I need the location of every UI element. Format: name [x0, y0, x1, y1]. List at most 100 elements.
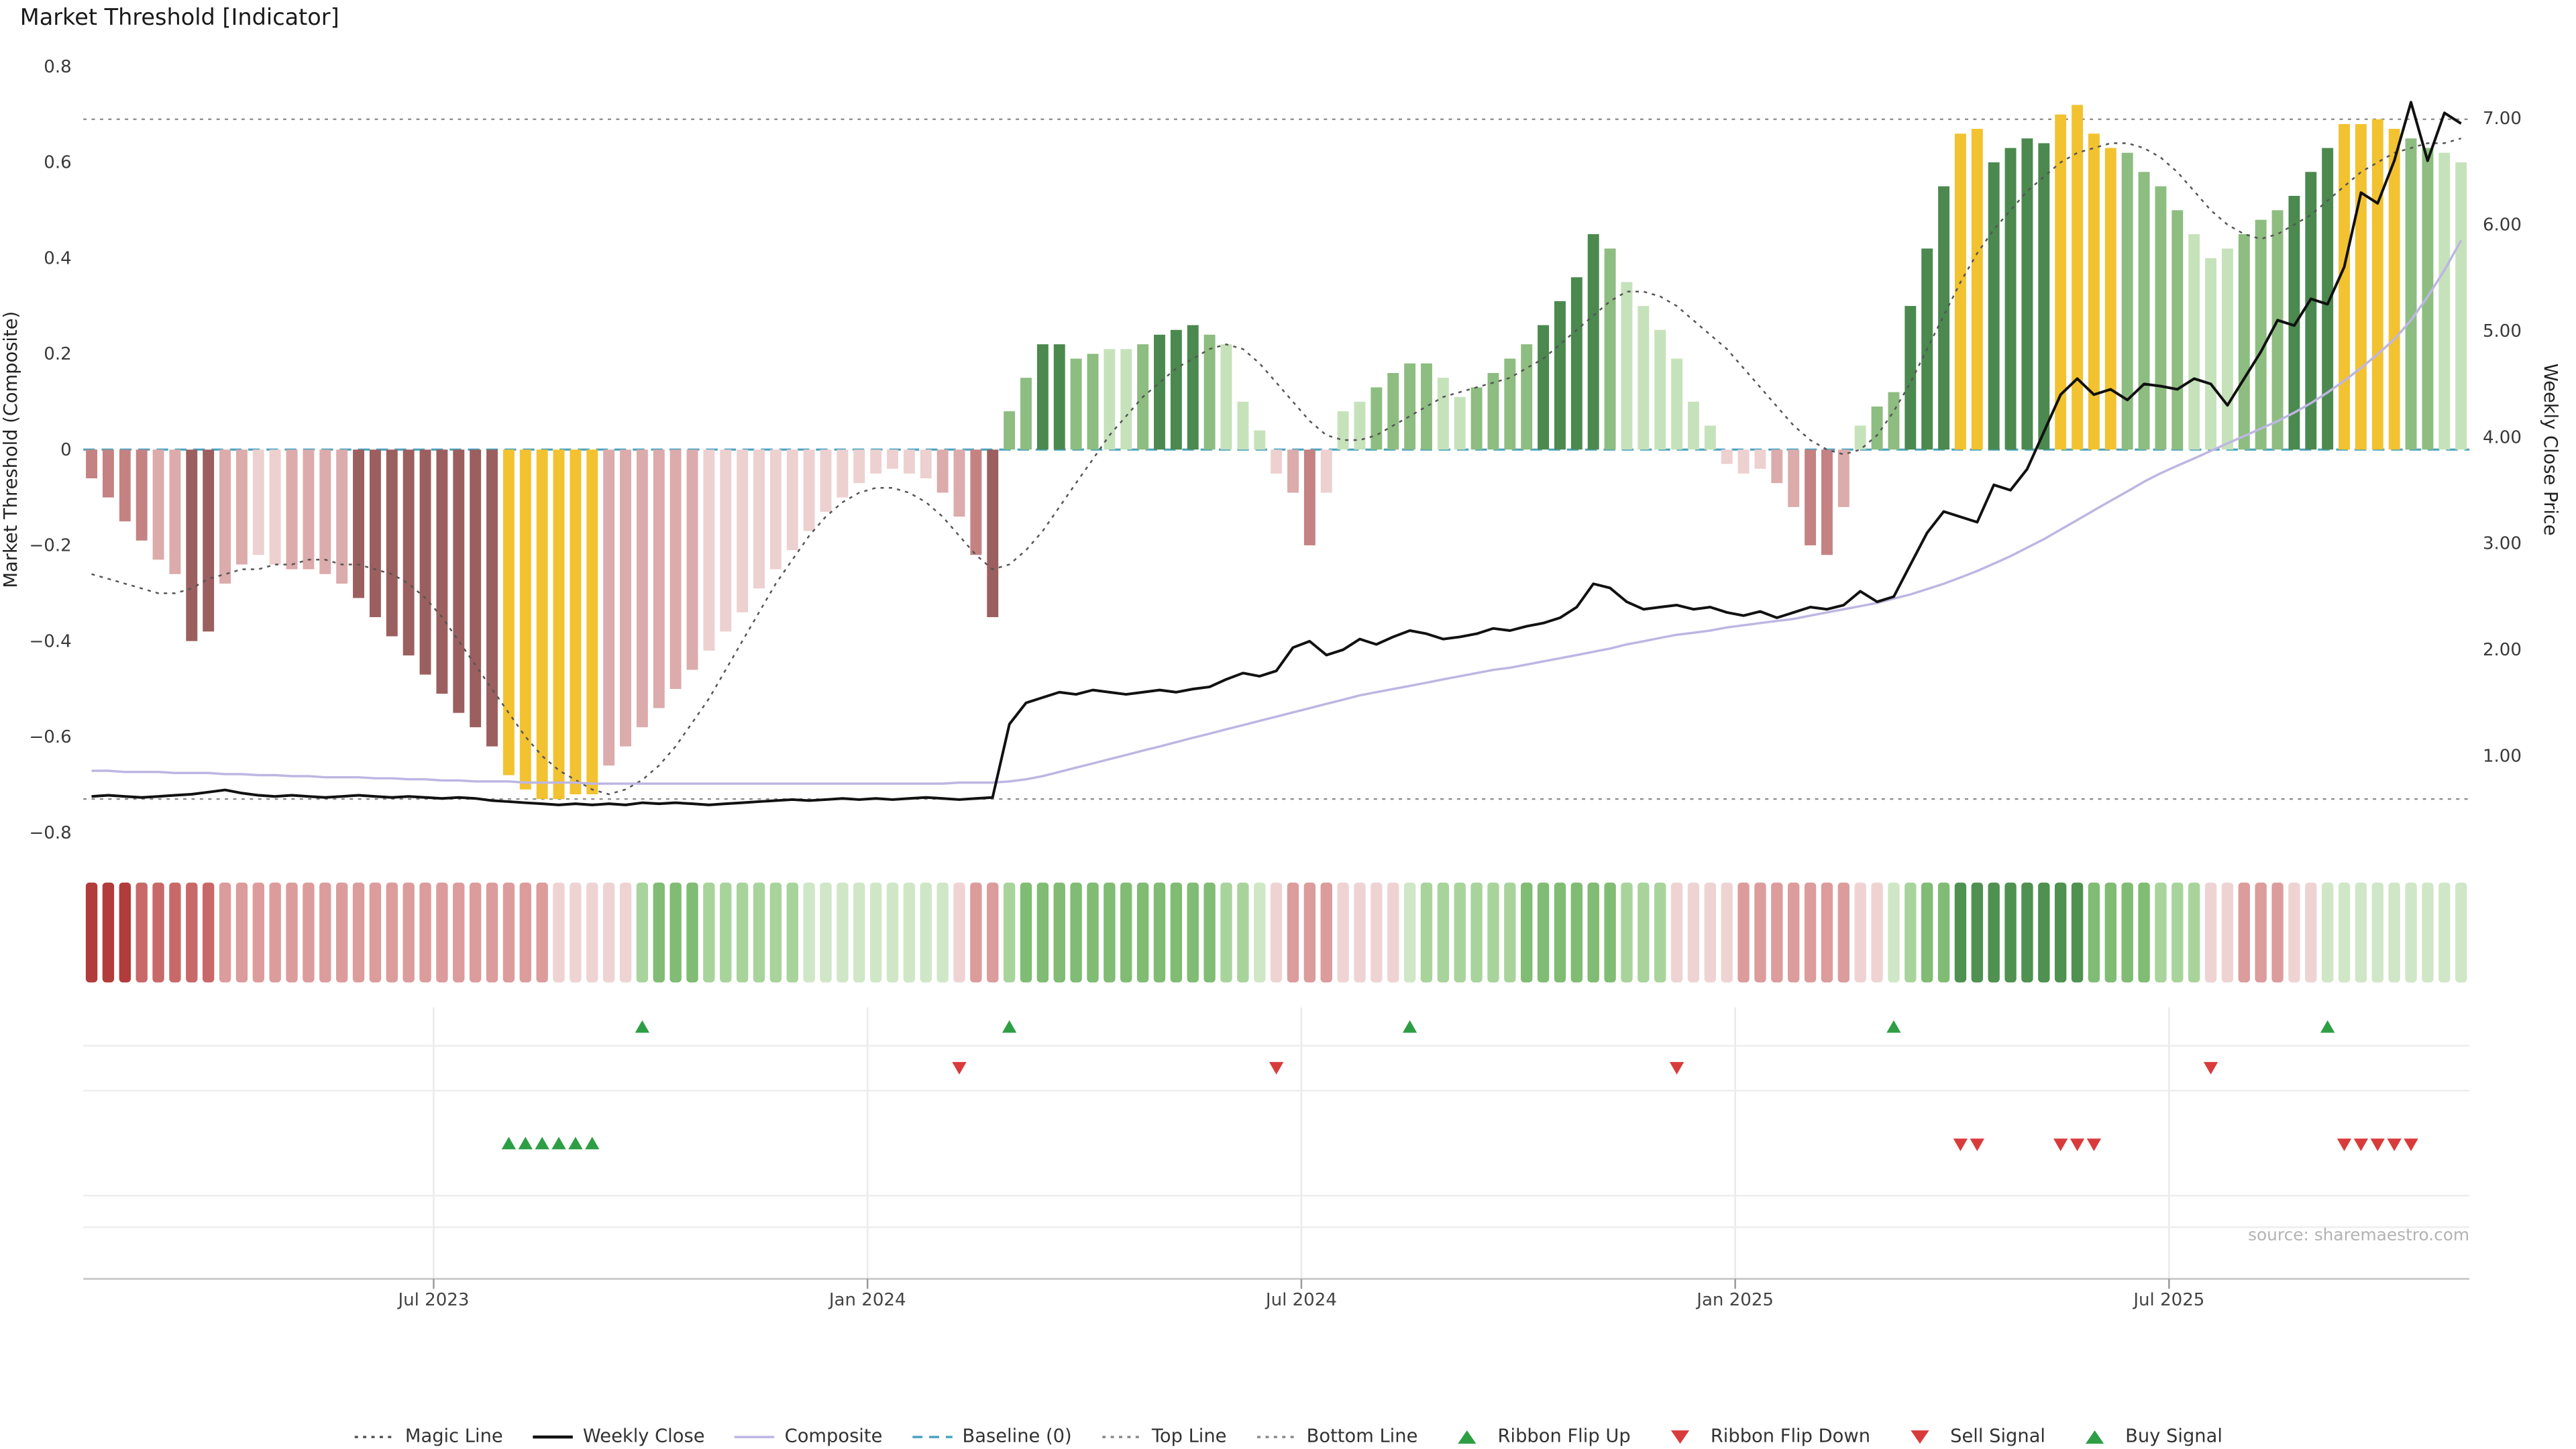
legend-item-weekly-close: Weekly Close: [531, 1426, 705, 1447]
threshold-bar: [1154, 334, 1165, 450]
threshold-bar: [1487, 373, 1499, 450]
ribbon-cell: [2138, 882, 2150, 983]
ribbon-cell: [1654, 882, 1666, 983]
threshold-bar: [686, 449, 698, 670]
ribbon-cell: [1954, 882, 1967, 983]
ribbon-cell: [619, 882, 632, 983]
threshold-bar: [1254, 430, 1266, 450]
ribbon-cell: [1788, 882, 1800, 983]
legend-item-ribbon-flip-down: Ribbon Flip Down: [1659, 1426, 1870, 1447]
threshold-bar: [653, 449, 665, 708]
legend-item-baseline-0: Baseline (0): [911, 1426, 1072, 1447]
threshold-bar: [1771, 449, 1783, 484]
threshold-bar: [86, 449, 98, 479]
ribbon-cell: [85, 882, 98, 983]
ribbon-cell: [2405, 882, 2417, 983]
ribbon-cell: [2271, 882, 2284, 983]
ribbon-cell: [1454, 882, 1466, 983]
legend-item-label: Ribbon Flip Down: [1710, 1425, 1871, 1448]
ribbon-cell: [1737, 882, 1750, 983]
ribbon-cell: [1721, 882, 1733, 983]
sell-signal-marker: [2337, 1138, 2352, 1151]
ribbon-cell: [2121, 882, 2133, 983]
threshold-bar: [353, 449, 364, 598]
right-axis-tick-label: 7.00: [2483, 109, 2522, 129]
ribbon-cell: [2204, 882, 2217, 983]
left-axis-tick-label: −0.6: [29, 727, 71, 747]
threshold-bar: [2221, 248, 2233, 450]
threshold-bar: [303, 449, 315, 570]
legend: Magic Line Weekly Close Composite Baseline …: [0, 1426, 2576, 1447]
ribbon-cell: [369, 882, 382, 983]
ribbon-cell: [519, 882, 531, 983]
threshold-bar: [1821, 449, 1833, 555]
threshold-bar: [936, 449, 949, 493]
threshold-bar: [2072, 105, 2084, 450]
ribbon-cell: [1504, 882, 1516, 983]
threshold-bar: [2271, 210, 2284, 450]
right-axis-tick-label: 2.00: [2483, 640, 2522, 660]
ribbon-cell: [1036, 882, 1049, 983]
ribbon-flip-up-marker: [1402, 1020, 1417, 1033]
threshold-bar: [1320, 449, 1332, 493]
ribbon-cell: [2088, 882, 2100, 983]
threshold-bar: [570, 449, 582, 795]
threshold-bar: [1004, 411, 1016, 450]
ribbon-cell: [2288, 882, 2300, 983]
sell-signal-marker: [2353, 1138, 2369, 1151]
threshold-bar: [369, 449, 381, 617]
threshold-bar: [1688, 401, 1699, 450]
x-axis-tick-label: Jan 2025: [1695, 1290, 1774, 1310]
ribbon-cell: [319, 882, 331, 983]
ribbon-cell: [419, 882, 431, 983]
legend-line-sample-icon: [533, 1434, 573, 1438]
threshold-bar: [336, 449, 348, 584]
threshold-bar: [519, 449, 531, 790]
threshold-bar: [1070, 358, 1082, 450]
ribbon-cell: [570, 882, 582, 983]
threshold-bar: [1421, 363, 1432, 450]
ribbon-cell: [102, 882, 115, 983]
ribbon-cell: [1270, 882, 1283, 983]
threshold-bar: [1303, 449, 1316, 545]
ribbon-cell: [1003, 882, 1016, 983]
ribbon-cell: [1704, 882, 1717, 983]
threshold-bar: [1704, 425, 1716, 450]
source-text: source: sharemaestro.com: [2248, 1225, 2469, 1244]
ribbon-cell: [453, 882, 465, 983]
x-axis-tick-label: Jul 2023: [396, 1290, 469, 1310]
weekly-close-line: [91, 101, 2462, 806]
x-axis-tick-label: Jan 2024: [828, 1290, 906, 1310]
ribbon-cell: [1871, 882, 1883, 983]
ribbon-cell: [1587, 882, 1599, 983]
threshold-bar: [1203, 334, 1216, 450]
ribbon-cell: [2038, 882, 2050, 983]
legend-item-label: Magic Line: [405, 1425, 503, 1448]
ribbon-cell: [853, 882, 865, 983]
ribbon-flip-up-marker: [2320, 1020, 2335, 1033]
ribbon-cell: [1220, 882, 1232, 983]
buy-signal-marker: [518, 1136, 533, 1150]
legend-item-label: Weekly Close: [582, 1425, 705, 1448]
threshold-bar: [286, 449, 298, 570]
ribbon-cell: [1287, 882, 1299, 983]
ribbon-cell: [1921, 882, 1933, 983]
threshold-bar: [769, 449, 782, 570]
ribbon-cell: [202, 882, 215, 983]
ribbon-cell: [636, 882, 649, 983]
threshold-bar: [1053, 344, 1065, 450]
ribbon-cell: [1638, 882, 1650, 983]
ribbon-cell: [1821, 882, 1833, 983]
ribbon-cell: [2155, 882, 2167, 983]
legend-line-sample-icon: [355, 1435, 396, 1438]
threshold-bar: [386, 449, 398, 637]
threshold-bar: [953, 449, 965, 517]
threshold-bar: [1170, 329, 1182, 450]
right-axis-title: Weekly Close Price: [2540, 364, 2561, 536]
ribbon-cell: [2371, 882, 2383, 983]
ribbon-cell: [1337, 882, 1349, 983]
left-axis-tick-label: 0: [60, 440, 72, 460]
ribbon-cell: [553, 882, 565, 983]
ribbon-cell: [669, 882, 682, 983]
threshold-bar: [1454, 396, 1466, 450]
